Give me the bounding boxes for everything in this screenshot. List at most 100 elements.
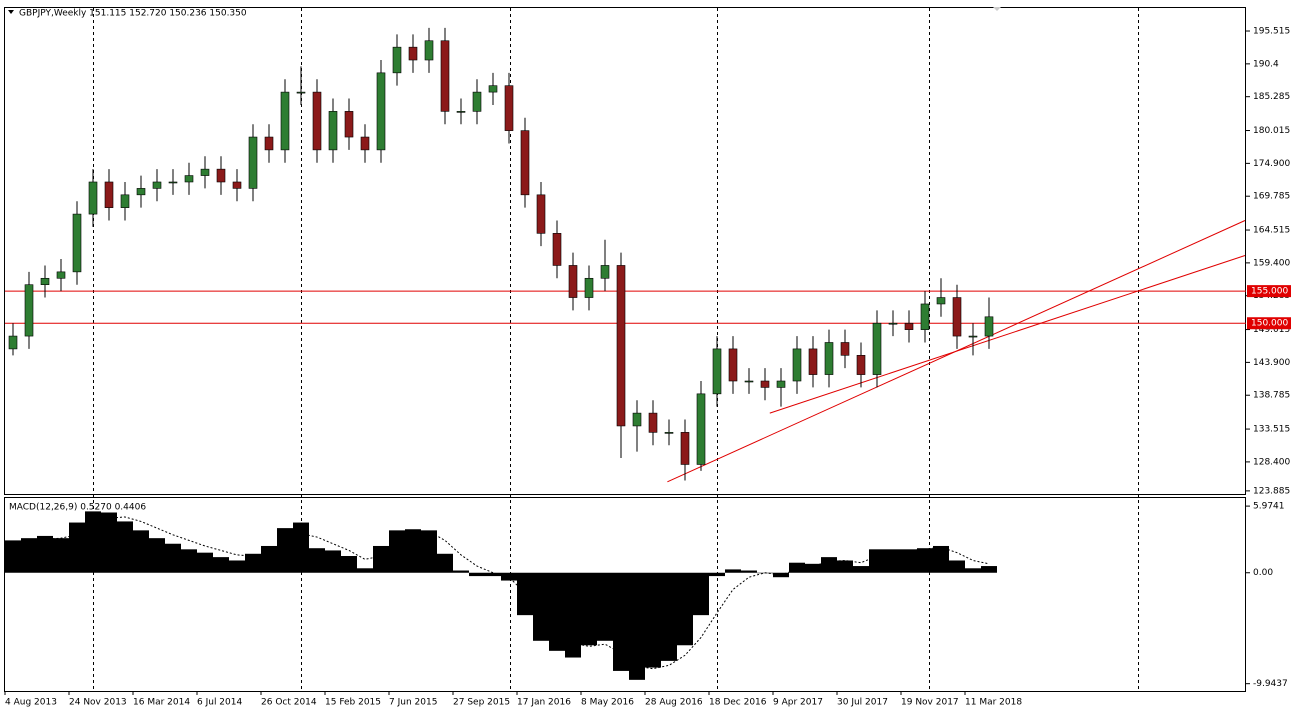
macd-bar <box>213 557 229 573</box>
candle-body <box>8 335 18 350</box>
macd-bar <box>149 538 165 573</box>
macd-bar <box>565 572 581 658</box>
candle-body <box>88 181 98 215</box>
candle-body <box>744 380 754 383</box>
candle-body <box>328 111 338 151</box>
y-tick-label: 143.900 <box>1253 358 1290 368</box>
macd-bar <box>37 535 53 573</box>
x-tick-label: 9 Apr 2017 <box>773 698 823 708</box>
macd-bar <box>421 530 437 573</box>
candle-body <box>680 432 690 465</box>
chart-title: GBPJPY,Weekly 151.115 152.720 150.236 15… <box>19 9 247 19</box>
x-tick-label: 4 Aug 2013 <box>5 698 57 708</box>
y-tick-label: 133.515 <box>1253 425 1290 435</box>
macd-bar <box>341 556 357 573</box>
macd-bar <box>597 572 613 641</box>
macd-bar <box>197 552 213 573</box>
macd-bar <box>741 570 757 573</box>
y-tick-label: 159.400 <box>1253 258 1290 268</box>
macd-bar <box>517 572 533 616</box>
x-tick-label: 8 May 2016 <box>581 698 634 708</box>
x-tick-label: 11 Mar 2018 <box>965 698 1022 708</box>
macd-bar <box>53 538 69 573</box>
macd-bar <box>101 512 117 573</box>
candle-body <box>152 181 162 189</box>
menu-arrow <box>8 10 14 14</box>
x-tick-label: 16 Mar 2014 <box>133 698 190 708</box>
macd-bar <box>229 560 245 573</box>
macd-bar <box>357 568 373 573</box>
candle-body <box>824 342 834 375</box>
candle-body <box>408 46 418 61</box>
candle-body <box>472 91 482 112</box>
candle-body <box>104 181 114 208</box>
macd-bar <box>853 566 869 573</box>
candle-body <box>648 412 658 433</box>
x-tick-label: 27 Sep 2015 <box>453 698 510 708</box>
candle-body <box>72 213 82 273</box>
candle-body <box>984 316 994 337</box>
x-tick-label: 6 Jul 2014 <box>197 698 242 708</box>
candle-body <box>56 271 66 279</box>
candle-body <box>808 348 818 375</box>
macd-bar <box>965 568 981 573</box>
candle-body <box>296 91 306 94</box>
candle-body <box>872 322 882 375</box>
macd-panel <box>4 497 1246 692</box>
x-tick-label: 28 Aug 2016 <box>645 698 703 708</box>
macd-bar <box>373 545 389 573</box>
y-tick-label: 169.785 <box>1253 192 1290 202</box>
macd-bar <box>549 572 565 651</box>
candle-body <box>40 277 50 286</box>
y-tick-label: 164.515 <box>1253 226 1290 236</box>
macd-y-tick-label: 5.9741 <box>1253 502 1285 512</box>
macd-bar <box>453 570 469 573</box>
candle-body <box>936 297 946 305</box>
candle-body <box>136 188 146 196</box>
x-tick-label: 17 Jan 2016 <box>517 698 571 708</box>
candle-body <box>344 111 354 138</box>
macd-bar <box>581 572 597 646</box>
candle-body <box>728 348 738 382</box>
level-label-box <box>1247 285 1291 298</box>
candle-body <box>120 194 130 208</box>
macd-bar <box>85 511 101 573</box>
candle-body <box>232 181 242 189</box>
macd-bar <box>981 566 997 573</box>
macd-bar <box>389 530 405 573</box>
candle-body <box>248 136 258 189</box>
y-tick-label: 190.4 <box>1253 59 1279 69</box>
macd-bar <box>325 550 341 573</box>
macd-bar <box>901 549 917 573</box>
macd-bar <box>405 529 421 573</box>
candle-body <box>840 342 850 356</box>
macd-bar <box>277 528 293 573</box>
y-tick-label: 180.015 <box>1253 126 1290 136</box>
macd-bar <box>613 572 629 671</box>
macd-bar <box>677 572 693 646</box>
candle-body <box>968 335 978 338</box>
x-tick-label: 19 Nov 2017 <box>901 698 959 708</box>
macd-bar <box>437 553 453 573</box>
candle-body <box>952 297 962 337</box>
macd-bar <box>805 563 821 573</box>
y-tick-label: 123.885 <box>1253 486 1290 496</box>
macd-bar <box>117 521 133 573</box>
x-tick-label: 15 Feb 2015 <box>325 698 381 708</box>
x-tick-label: 7 Jun 2015 <box>389 698 437 708</box>
macd-bar <box>245 553 261 573</box>
level-label: 155.000 <box>1251 287 1288 297</box>
macd-bar <box>725 569 741 573</box>
macd-bar <box>917 548 933 573</box>
macd-bar <box>165 543 181 573</box>
y-tick-label: 149.015 <box>1253 325 1290 335</box>
candle-body <box>568 265 578 298</box>
macd-bar <box>533 572 549 641</box>
candle-body <box>360 136 370 151</box>
candle-body <box>632 412 642 427</box>
candle-body <box>696 393 706 465</box>
macd-bar <box>69 522 85 573</box>
macd-bar <box>949 560 965 573</box>
candle-body <box>168 181 178 184</box>
